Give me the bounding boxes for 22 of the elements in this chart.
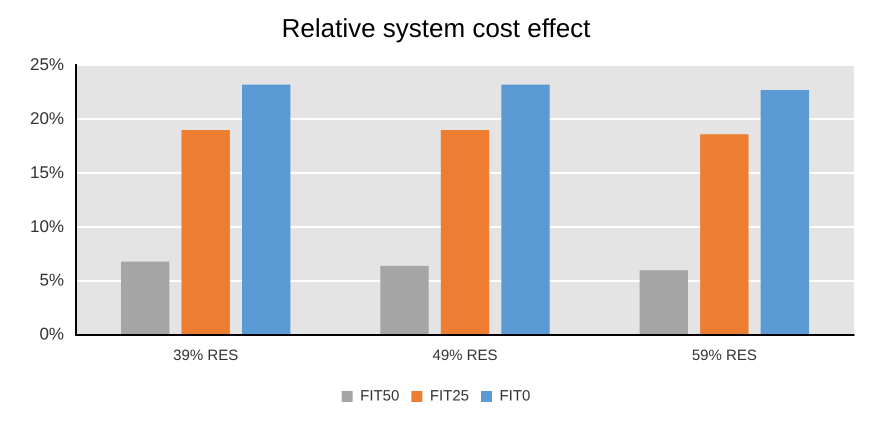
bar	[640, 270, 688, 334]
bar	[700, 134, 749, 334]
chart-title: Relative system cost effect	[282, 12, 592, 43]
bar	[760, 90, 810, 334]
bar	[501, 84, 550, 334]
y-tick-label: 20%	[30, 108, 64, 128]
x-tick-label: 49% RES	[432, 347, 498, 364]
y-tick-label: 10%	[30, 216, 64, 236]
x-tick-label: 59% RES	[692, 347, 757, 364]
bar	[242, 84, 290, 334]
x-tick-label: 39% RES	[173, 347, 238, 364]
legend-label: FIT0	[500, 388, 530, 405]
y-tick-label: 5%	[39, 270, 64, 290]
y-tick-label: 25%	[30, 54, 64, 74]
y-tick-label: 15%	[30, 162, 64, 182]
bar	[120, 262, 170, 334]
bar	[440, 130, 490, 334]
y-tick-label: 0%	[39, 324, 64, 344]
bar	[380, 266, 429, 334]
legend-label: FIT25	[430, 388, 470, 405]
legend-label: FIT50	[360, 388, 400, 405]
bar	[181, 130, 230, 334]
